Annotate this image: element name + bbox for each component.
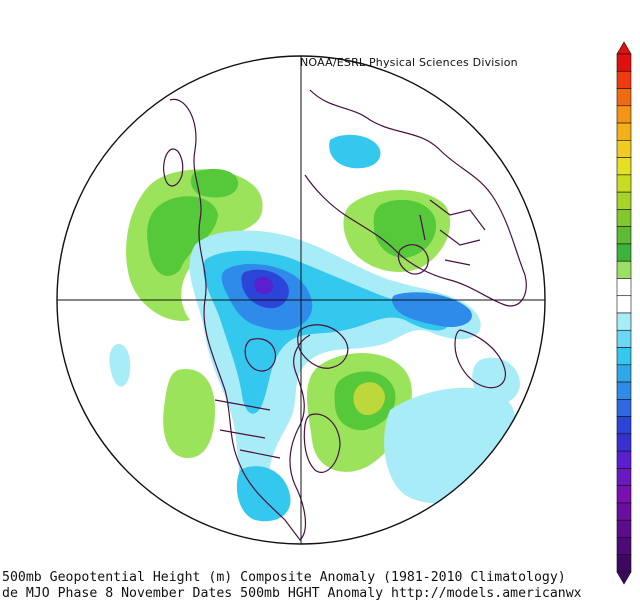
anomaly-pos-siberia-core (373, 199, 436, 258)
colorbar-cell (616, 537, 632, 556)
colorbar-cell (616, 485, 632, 504)
colorbar-cell (616, 88, 632, 107)
colorbar-cell (616, 468, 632, 486)
colorbar-arrow-bottom (616, 571, 632, 585)
anomaly-neg-europe (392, 292, 472, 328)
colorbar-cell (616, 381, 632, 400)
colorbar-cell (616, 295, 632, 314)
coastline-south-america (303, 413, 341, 473)
colorbar-cell (616, 416, 632, 435)
colorbar-cell (616, 105, 632, 124)
colorbar-cell (616, 433, 632, 452)
colorbar-cell (616, 243, 632, 262)
colorbar-cell (616, 502, 632, 521)
colorbar-cell (616, 174, 632, 193)
anomaly-pos-alaska (190, 168, 239, 198)
colorbar-cell (616, 399, 632, 417)
positive-anomaly-layer (126, 168, 451, 472)
colorbar-cells (616, 41, 632, 585)
colorbar-cell (616, 278, 632, 297)
coastline-scandinavia (397, 244, 429, 275)
anomaly-pos-atlantic-peak (353, 382, 385, 416)
colorbar-cell (616, 260, 632, 279)
coastline-africa (454, 329, 507, 389)
colorbar-cell (616, 209, 632, 227)
country-borders-north-america (214, 399, 281, 459)
colorbar-cell (616, 312, 632, 331)
anomaly-neg-arctic-core (254, 276, 273, 295)
colorbar-cell (616, 450, 632, 469)
colorbar (616, 41, 632, 585)
anomaly-pos-west-us (163, 369, 215, 459)
caption-line-1: 500mb Geopotential Height (m) Composite … (2, 570, 566, 585)
coastline-greenland (297, 324, 349, 369)
credit-label: NOAA/ESRL Physical Sciences Division (300, 56, 518, 69)
anomaly-neg-south-atlantic (472, 357, 520, 404)
colorbar-cell (616, 53, 632, 72)
colorbar-cell (616, 122, 632, 141)
anomaly-neg-arctic-north (329, 134, 381, 169)
colorbar-cell (616, 140, 632, 158)
colorbar-cell (616, 364, 632, 383)
colorbar-cell (616, 519, 632, 538)
coastline-japan-kamchatka (163, 148, 184, 187)
colorbar-cell (616, 226, 632, 245)
caption-line-2: de MJO Phase 8 November Dates 500mb HGHT… (2, 586, 582, 601)
colorbar-cell (616, 347, 632, 366)
coastline-eurasia (304, 89, 527, 307)
country-borders-europe (419, 199, 486, 266)
colorbar-cell (616, 191, 632, 210)
anomaly-neg-pacific-small (109, 344, 131, 387)
coastline-layer (163, 89, 527, 541)
colorbar-cell (616, 554, 632, 573)
colorbar-cell (616, 329, 632, 348)
colorbar-cell (616, 157, 632, 176)
map-boundary-circle (56, 55, 546, 545)
colorbar-arrow-top (616, 41, 632, 55)
anomaly-neg-east-us (236, 466, 291, 522)
coastline-north-america (169, 98, 311, 541)
colorbar-cell (616, 70, 632, 89)
coastline-hudson-bay (244, 338, 277, 372)
